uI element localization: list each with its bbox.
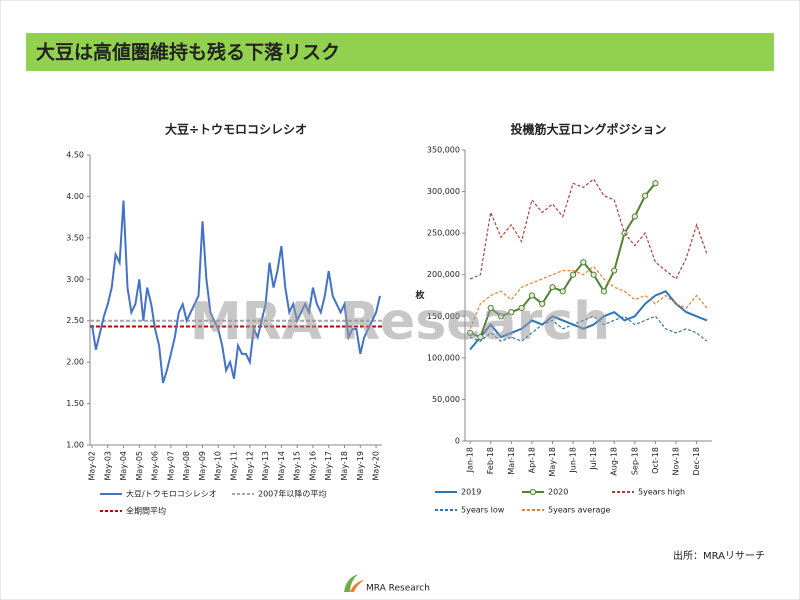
header-bar — [26, 33, 774, 71]
x-tick-label: May-03 — [103, 451, 112, 480]
x-tick-label: Apr-18 — [527, 447, 536, 473]
legend-label: 5years average — [548, 506, 610, 515]
x-tick-label: Sep-18 — [630, 447, 639, 475]
legend-label: 大豆/トウモロコシレシオ — [126, 489, 217, 499]
series-line — [91, 200, 381, 384]
y-tick-label: 2.00 — [66, 358, 84, 367]
x-tick-label: May-15 — [293, 451, 302, 480]
x-tick-label: May-02 — [87, 451, 96, 480]
x-tick-label: May-19 — [356, 451, 365, 480]
y-tick-label: 4.00 — [66, 192, 84, 201]
chart-title: 大豆÷トウモロコシレシオ — [165, 122, 307, 137]
x-tick-label: May-20 — [372, 451, 381, 480]
y-tick-label: 250,000 — [427, 229, 460, 238]
x-tick-label: Aug-18 — [610, 447, 619, 476]
series-marker — [600, 288, 608, 295]
chart-title: 投機筋大豆ロングポジション — [510, 122, 666, 137]
legend-label: 全期間平均 — [126, 506, 166, 516]
x-tick-label: May-07 — [166, 451, 175, 480]
y-tick-label: 0 — [455, 437, 460, 446]
y-tick-label: 3.00 — [66, 275, 84, 284]
x-tick-label: Mar-18 — [507, 447, 516, 475]
y-tick-label: 4.50 — [66, 151, 84, 160]
x-tick-label: May-16 — [308, 451, 317, 480]
x-tick-label: Dec-18 — [692, 447, 701, 476]
series-marker — [518, 304, 525, 312]
x-tick-label: May-05 — [135, 451, 144, 480]
x-tick-label: May-18 — [548, 447, 557, 476]
x-tick-label: May-06 — [151, 451, 160, 480]
y-tick-label: 300,000 — [427, 187, 460, 196]
series-marker — [487, 304, 494, 312]
x-tick-label: Jun-18 — [569, 447, 578, 474]
series-marker — [497, 313, 505, 320]
series-marker — [580, 259, 587, 266]
y-tick-label: 1.50 — [66, 399, 84, 408]
x-tick-label: May-14 — [277, 451, 286, 480]
x-tick-label: May-12 — [245, 451, 254, 480]
series-marker — [528, 292, 535, 299]
x-tick-label: Nov-18 — [671, 447, 680, 475]
series-marker — [467, 329, 474, 337]
y-axis-label: 枚 — [415, 289, 425, 301]
x-tick-label: Jan-18 — [466, 447, 475, 473]
x-tick-label: May-18 — [340, 451, 349, 480]
y-tick-label: 150,000 — [427, 312, 460, 321]
logo-leaf — [344, 574, 358, 592]
x-tick-label: Oct-18 — [651, 447, 660, 474]
y-tick-label: 100,000 — [427, 353, 460, 362]
series-marker — [569, 271, 577, 278]
series-marker — [477, 333, 484, 341]
legend-label: 2019 — [461, 488, 481, 497]
series-marker — [611, 267, 618, 274]
series-marker — [590, 271, 597, 278]
x-tick-label: May-09 — [198, 451, 207, 480]
legend-label: 5years high — [638, 488, 685, 497]
legend-label: 2020 — [548, 488, 568, 497]
y-tick-label: 350,000 — [427, 146, 460, 155]
legend-label: 2007年以降の平均 — [258, 489, 326, 499]
y-tick-label: 50,000 — [432, 395, 460, 404]
footer-logo — [344, 574, 364, 592]
y-tick-label: 1.00 — [66, 441, 84, 450]
x-tick-label: May-17 — [324, 451, 333, 480]
series-marker — [559, 288, 566, 295]
header-title: 大豆は高値圏維持も残る下落リスク — [36, 41, 340, 64]
y-tick-label: 3.50 — [66, 233, 84, 242]
series-marker — [549, 284, 556, 291]
y-tick-label: 200,000 — [427, 270, 460, 279]
y-tick-label: 2.50 — [66, 316, 84, 325]
legend-marker — [529, 488, 537, 496]
series-marker — [539, 300, 546, 307]
legend-label: 5years low — [461, 506, 505, 515]
charts: 大豆÷トウモロコシレシオ 1.00 1.50 2.00 2.50 3.00 3.50 4.00… — [66, 122, 712, 516]
series-marker — [642, 192, 649, 199]
series-marker — [508, 309, 515, 316]
watermark: MRA Research — [190, 292, 610, 352]
logo-leaf — [350, 580, 364, 592]
series-line — [469, 178, 708, 280]
x-tick-label: May-13 — [261, 451, 270, 480]
series-marker — [631, 213, 638, 220]
x-tick-label: May-10 — [214, 451, 223, 480]
x-tick-label: May-04 — [119, 451, 128, 480]
x-tick-label: Jul-18 — [589, 447, 598, 471]
series-line — [469, 315, 708, 342]
x-tick-label: May-11 — [230, 451, 239, 480]
footer-text: MRA Research — [366, 584, 430, 594]
series-line — [469, 265, 708, 330]
series-marker — [652, 180, 659, 187]
series-line — [469, 290, 708, 351]
x-tick-label: Feb-18 — [486, 447, 495, 474]
source: 出所：MRAリサーチ — [673, 549, 765, 562]
x-tick-label: May-08 — [182, 451, 191, 480]
